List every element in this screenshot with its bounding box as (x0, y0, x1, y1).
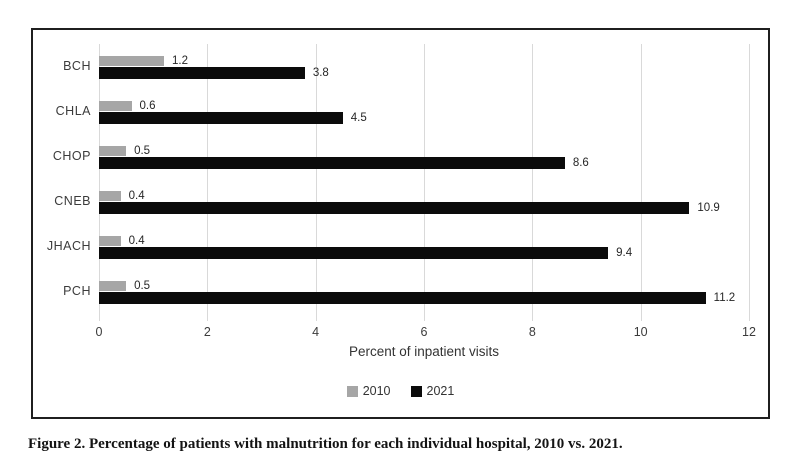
chart-figure: 0 2 4 6 8 10 12 1.2 3.8 0.6 4.5 0.5 8.6 0.4 10.9 0.4 9.4… (31, 28, 770, 419)
bar-2021 (99, 111, 343, 124)
bar-2010 (99, 281, 127, 292)
category-label: PCH (63, 284, 91, 299)
gridline (207, 44, 209, 321)
bar-2010 (99, 55, 164, 66)
value-label-2010: 1.2 (172, 54, 188, 67)
legend-item-2021: 2021 (410, 384, 455, 398)
value-label-2021: 11.2 (713, 292, 736, 305)
gridline (315, 44, 317, 321)
category-label: CHLA (55, 103, 91, 118)
bar-2021 (99, 292, 706, 305)
value-label-2021: 10.9 (697, 202, 720, 215)
plot-area: 0 2 4 6 8 10 12 1.2 3.8 0.6 4.5 0.5 8.6 0.4 10.9 0.4 9.4… (96, 44, 756, 339)
x-tick-label: 0 (95, 325, 103, 339)
bar-2010 (99, 100, 132, 111)
bar-2021 (99, 247, 609, 260)
category-label: BCH (63, 58, 91, 73)
x-tick-label: 4 (312, 325, 320, 339)
value-label-2021: 9.4 (616, 247, 633, 260)
category-label: JHACH (46, 239, 91, 254)
value-label-2010: 0.4 (128, 190, 145, 203)
legend-swatch-2021 (410, 385, 422, 397)
gridline (749, 44, 750, 321)
legend: 2010 2021 (33, 384, 768, 398)
x-tick-label: 6 (420, 325, 428, 339)
x-tick-label: 12 (742, 325, 756, 339)
legend-label-2010: 2010 (362, 384, 391, 398)
legend-swatch-2010 (346, 385, 358, 397)
bar-2021 (99, 202, 690, 215)
legend-label-2021: 2021 (426, 384, 455, 398)
bar-2010 (99, 145, 127, 156)
gridline (532, 44, 534, 321)
gridline (640, 44, 642, 321)
figure-caption: Figure 2. Percentage of patients with ma… (28, 436, 623, 452)
value-label-2010: 0.5 (134, 144, 151, 157)
category-label: CHOP (52, 148, 91, 163)
bar-2021 (99, 66, 305, 79)
value-label-2010: 0.5 (134, 280, 151, 293)
value-label-2010: 0.6 (139, 99, 156, 112)
x-tick-label: 2 (203, 325, 211, 339)
category-label: CNEB (54, 194, 91, 209)
value-label-2021: 8.6 (572, 156, 589, 169)
value-label-2021: 4.5 (350, 111, 367, 124)
value-label-2021: 3.8 (312, 66, 329, 79)
gridline (424, 44, 425, 321)
gridline (99, 44, 100, 321)
legend-item-2010: 2010 (346, 384, 391, 398)
x-axis-title: Percent of inpatient visits (348, 344, 500, 359)
bar-2010 (99, 236, 121, 247)
x-tick-label: 10 (633, 325, 648, 339)
bar-2010 (99, 191, 121, 202)
value-label-2010: 0.4 (128, 235, 145, 248)
x-tick-label: 8 (528, 325, 536, 339)
bar-2021 (99, 156, 565, 169)
